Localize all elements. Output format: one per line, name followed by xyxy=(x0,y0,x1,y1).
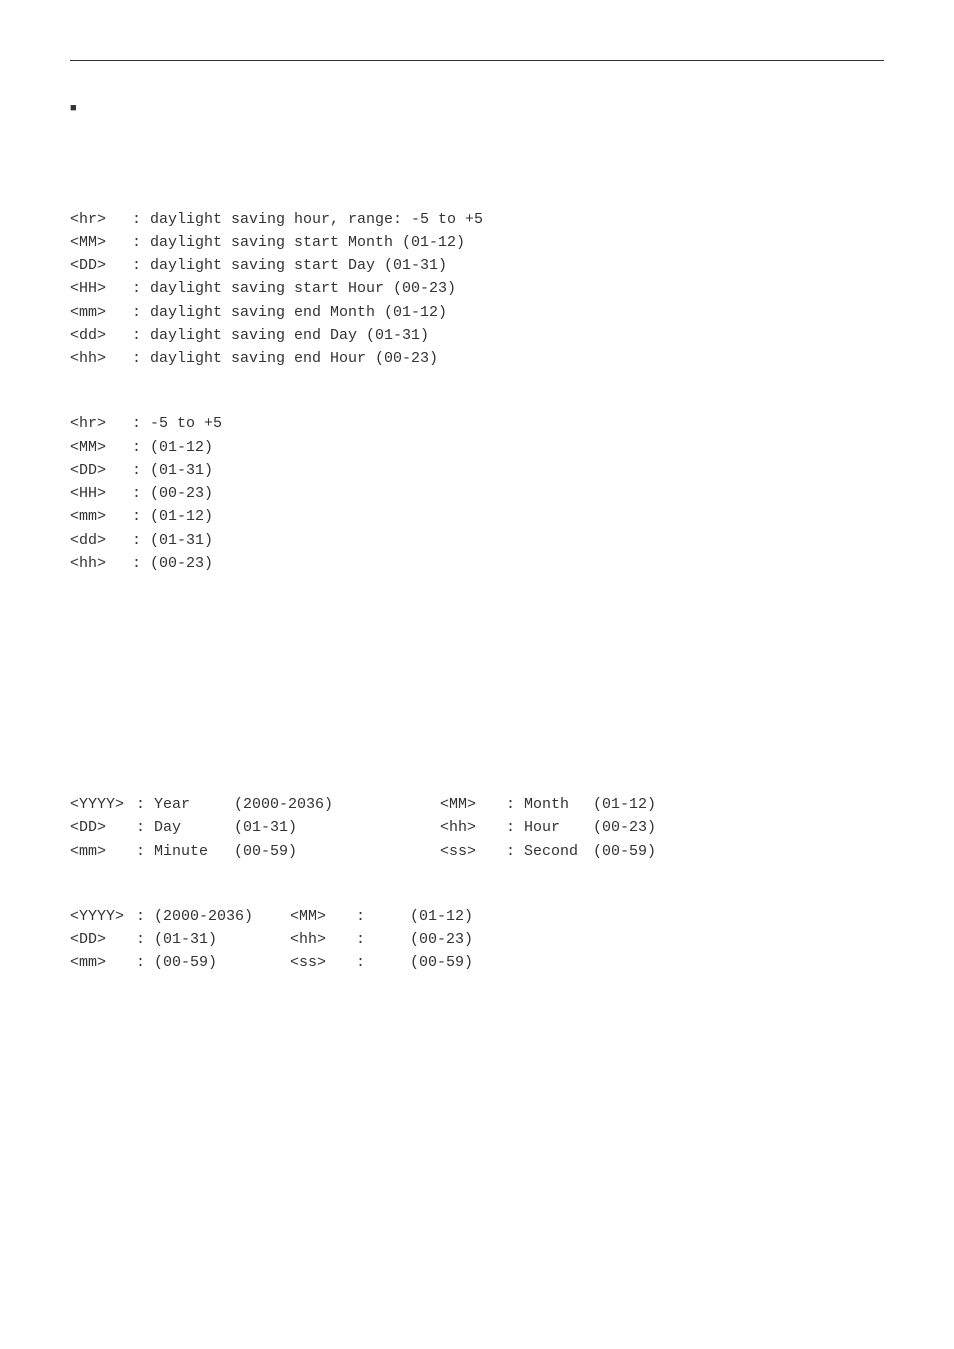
def-row: <hh>: (00-23) xyxy=(70,552,884,575)
param-range: (01-31) xyxy=(154,931,217,948)
def-row: <DD>: Day(01-31) xyxy=(70,816,440,839)
param-tag: <HH> xyxy=(70,482,132,505)
def-row: <YYYY>: Year(2000-2036) xyxy=(70,793,440,816)
dst-definitions-ranges: <hr>: -5 to +5 <MM>: (01-12) <DD>: (01-3… xyxy=(70,412,884,575)
def-row: <hh>: daylight saving end Hour (00-23) xyxy=(70,347,884,370)
param-label: Minute xyxy=(154,840,234,863)
param-range: (00-23) xyxy=(593,819,656,836)
def-row: <MM>: (01-12) xyxy=(70,436,884,459)
param-range: (00-23) xyxy=(410,931,473,948)
param-range: (00-23) xyxy=(150,485,213,502)
param-range: (00-59) xyxy=(593,843,656,860)
param-range: (01-12) xyxy=(150,508,213,525)
param-tag: <ss> xyxy=(290,951,356,974)
datetime-definitions-labeled: <YYYY>: Year(2000-2036) <DD>: Day(01-31)… xyxy=(70,793,884,863)
def-row: <DD>: daylight saving start Day (01-31) xyxy=(70,254,884,277)
param-tag: <hh> xyxy=(70,552,132,575)
param-tag: <dd> xyxy=(70,324,132,347)
def-row: <ss>: Second (00-59) xyxy=(440,840,884,863)
param-tag: <YYYY> xyxy=(70,905,136,928)
param-tag: <MM> xyxy=(70,436,132,459)
param-tag: <DD> xyxy=(70,254,132,277)
param-label: Second xyxy=(524,840,584,863)
param-label: Day xyxy=(154,816,234,839)
def-row: (00-23) xyxy=(410,928,884,951)
param-range: (00-23) xyxy=(150,555,213,572)
param-desc: daylight saving start Day (01-31) xyxy=(150,257,447,274)
param-range: (00-59) xyxy=(234,843,297,860)
def-row: <YYYY>: (2000-2036) xyxy=(70,905,290,928)
range-mid-column: <MM>: <hh>: <ss>: xyxy=(290,905,410,975)
def-row: <DD>: (01-31) xyxy=(70,928,290,951)
param-desc: daylight saving end Day (01-31) xyxy=(150,327,429,344)
def-row: <MM>: xyxy=(290,905,410,928)
def-row: <hh>: Hour (00-23) xyxy=(440,816,884,839)
def-row: <mm>: daylight saving end Month (01-12) xyxy=(70,301,884,324)
def-row: <dd>: daylight saving end Day (01-31) xyxy=(70,324,884,347)
param-range: (00-59) xyxy=(410,954,473,971)
def-row: <DD>: (01-31) xyxy=(70,459,884,482)
param-tag: <DD> xyxy=(70,459,132,482)
param-range: (01-31) xyxy=(234,819,297,836)
param-range: (01-12) xyxy=(593,796,656,813)
def-row: <mm>: (01-12) xyxy=(70,505,884,528)
section-bullet: ■ xyxy=(70,101,884,118)
param-range: -5 to +5 xyxy=(150,415,222,432)
def-row: <hr>: -5 to +5 xyxy=(70,412,884,435)
datetime-left-column: <YYYY>: Year(2000-2036) <DD>: Day(01-31)… xyxy=(70,793,440,863)
param-tag: <MM> xyxy=(70,231,132,254)
def-row: <HH>: (00-23) xyxy=(70,482,884,505)
param-tag: <hh> xyxy=(70,347,132,370)
param-tag: <mm> xyxy=(70,840,136,863)
param-tag: <MM> xyxy=(440,793,506,816)
param-tag: <mm> xyxy=(70,505,132,528)
param-desc: daylight saving hour, range: -5 to +5 xyxy=(150,211,483,228)
param-tag: <hh> xyxy=(440,816,506,839)
param-tag: <HH> xyxy=(70,277,132,300)
datetime-definitions-ranges: <YYYY>: (2000-2036) <DD>: (01-31) <mm>: … xyxy=(70,905,884,975)
param-range: (01-31) xyxy=(150,462,213,479)
param-tag: <hr> xyxy=(70,208,132,231)
param-range: (01-12) xyxy=(410,908,473,925)
def-row: <mm>: Minute(00-59) xyxy=(70,840,440,863)
param-tag: <hh> xyxy=(290,928,356,951)
param-tag: <mm> xyxy=(70,951,136,974)
param-tag: <MM> xyxy=(290,905,356,928)
param-desc: daylight saving end Hour (00-23) xyxy=(150,350,438,367)
param-desc: daylight saving start Month (01-12) xyxy=(150,234,465,251)
param-desc: daylight saving end Month (01-12) xyxy=(150,304,447,321)
top-divider xyxy=(70,60,884,61)
def-row: <dd>: (01-31) xyxy=(70,529,884,552)
param-tag: <hr> xyxy=(70,412,132,435)
param-label: Hour xyxy=(524,816,584,839)
param-label: Month xyxy=(524,793,584,816)
range-right-column: (01-12) (00-23) (00-59) xyxy=(410,905,884,975)
def-row: <HH>: daylight saving start Hour (00-23) xyxy=(70,277,884,300)
range-left-column: <YYYY>: (2000-2036) <DD>: (01-31) <mm>: … xyxy=(70,905,290,975)
param-range: (01-12) xyxy=(150,439,213,456)
def-row: <mm>: (00-59) xyxy=(70,951,290,974)
def-row: <MM>: Month (01-12) xyxy=(440,793,884,816)
param-range: (01-31) xyxy=(150,532,213,549)
param-tag: <YYYY> xyxy=(70,793,136,816)
param-range: (2000-2036) xyxy=(154,908,253,925)
param-range: (2000-2036) xyxy=(234,796,333,813)
param-tag: <mm> xyxy=(70,301,132,324)
param-desc: daylight saving start Hour (00-23) xyxy=(150,280,456,297)
datetime-right-column: <MM>: Month (01-12) <hh>: Hour (00-23) <… xyxy=(440,793,884,863)
def-row: (00-59) xyxy=(410,951,884,974)
def-row: <ss>: xyxy=(290,951,410,974)
def-row: <hr>: daylight saving hour, range: -5 to… xyxy=(70,208,884,231)
param-tag: <DD> xyxy=(70,928,136,951)
param-tag: <DD> xyxy=(70,816,136,839)
param-tag: <dd> xyxy=(70,529,132,552)
def-row: <MM>: daylight saving start Month (01-12… xyxy=(70,231,884,254)
dst-definitions-english: <hr>: daylight saving hour, range: -5 to… xyxy=(70,208,884,371)
param-tag: <ss> xyxy=(440,840,506,863)
param-label: Year xyxy=(154,793,234,816)
def-row: (01-12) xyxy=(410,905,884,928)
param-range: (00-59) xyxy=(154,954,217,971)
def-row: <hh>: xyxy=(290,928,410,951)
